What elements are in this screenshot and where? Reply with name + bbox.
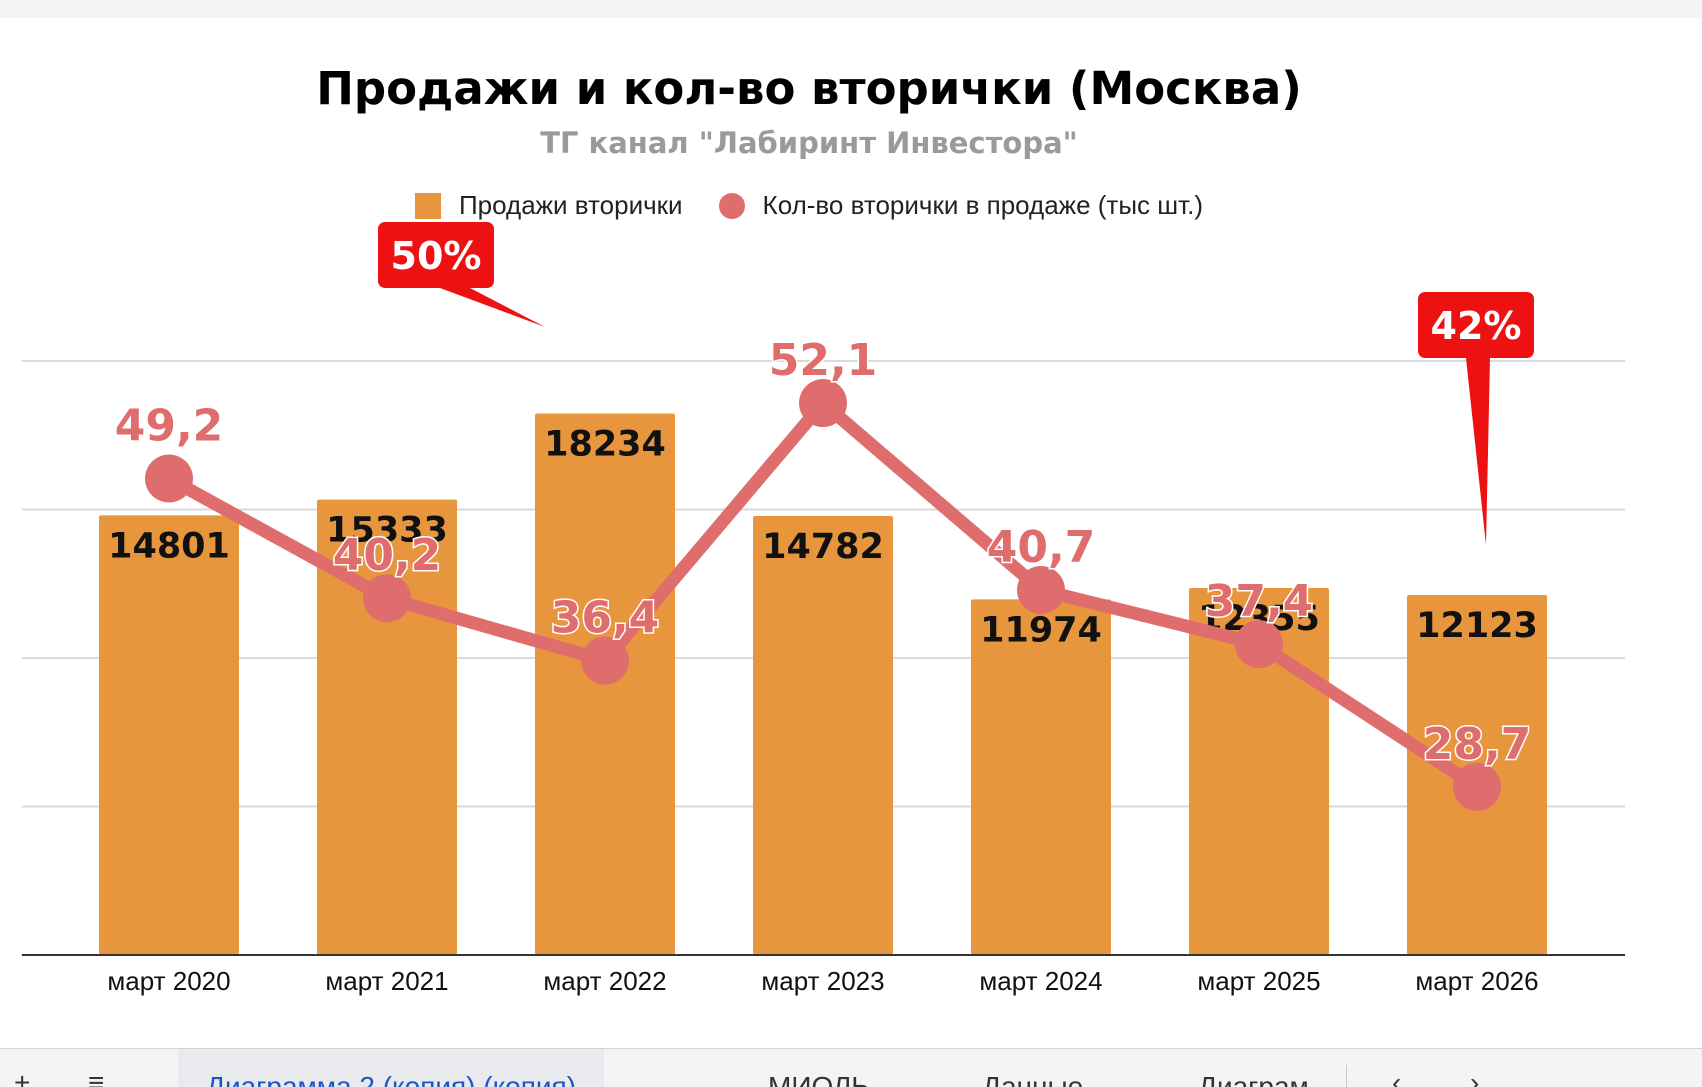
- sheet-tab-active[interactable]: Диаграмма 2 (копия) (копия): [178, 1049, 605, 1087]
- callout-pointer: [440, 288, 545, 327]
- stock-value-label: 28,7: [1423, 719, 1532, 770]
- scroll-left-button[interactable]: ‹: [1392, 1067, 1402, 1087]
- stock-point: [1017, 566, 1065, 615]
- scroll-right-button[interactable]: ›: [1470, 1067, 1480, 1087]
- callout-box: [1418, 292, 1534, 358]
- chart-title: Продажи и кол-во вторички (Москва): [316, 62, 1302, 115]
- sheet-tab-chart[interactable]: Диаграм: [1198, 1071, 1309, 1087]
- legend-swatch-stock: [718, 192, 745, 219]
- stock-point: [1453, 762, 1501, 811]
- x-tick-label: март 2024: [979, 966, 1102, 996]
- stock-value-label: 36,4: [551, 593, 660, 644]
- x-tick-label: март 2022: [543, 966, 666, 996]
- browser-top-strip: [0, 0, 1702, 18]
- sheet-tab-data[interactable]: Данные: [982, 1071, 1084, 1087]
- add-sheet-button[interactable]: +: [14, 1067, 31, 1087]
- chart-legend: Продажи вторички Кол-во вторички в прода…: [0, 190, 1618, 221]
- legend-label-stock: Кол-во вторички в продаже (тыс шт.): [762, 190, 1203, 220]
- sheet-tab-miol[interactable]: МИОЛЬ: [768, 1071, 870, 1087]
- callout-box: [378, 222, 494, 288]
- bar-value-label: 12123: [1416, 606, 1538, 646]
- bar-value-label: 15333: [326, 511, 448, 551]
- stock-value-label: 49,2: [115, 401, 224, 452]
- bar-март-2023: [753, 515, 893, 955]
- all-sheets-button[interactable]: ≡: [88, 1067, 105, 1087]
- callout-pointer: [1466, 358, 1490, 545]
- x-tick-label: март 2020: [107, 966, 230, 996]
- stock-point: [581, 636, 629, 685]
- legend-swatch-sales: [414, 192, 441, 219]
- bar-value-label: 14801: [108, 526, 230, 566]
- stock-value-label: 37,4: [1205, 576, 1314, 627]
- stock-point: [363, 574, 411, 623]
- bar-март-2020: [99, 515, 239, 955]
- x-tick-label: март 2023: [761, 966, 884, 996]
- tab-divider: [1346, 1065, 1347, 1087]
- stock-value-label: 40,2: [333, 530, 442, 581]
- callout-label: 50%: [391, 234, 482, 278]
- stock-point: [1235, 620, 1283, 669]
- bar-value-label: 11974: [980, 610, 1102, 650]
- x-tick-label: март 2026: [1415, 966, 1538, 996]
- stock-value-label: 52,1: [769, 335, 878, 386]
- sheet-tab-bar: + ≡ Диаграмма 2 (копия) (копия) МИОЛЬ Да…: [0, 1048, 1702, 1087]
- stock-point: [799, 379, 847, 428]
- bar-value-label: 14782: [762, 527, 884, 567]
- x-tick-label: март 2021: [325, 966, 448, 996]
- stock-point: [145, 454, 193, 503]
- legend-label-sales: Продажи вторички: [458, 190, 683, 220]
- x-tick-label: март 2025: [1197, 966, 1320, 996]
- legend-item-sales: Продажи вторички: [414, 190, 683, 221]
- bar-март-2024: [971, 599, 1111, 955]
- chart-subtitle: ТГ канал "Лабиринт Инвестора": [540, 126, 1078, 160]
- bar-value-label: 18234: [544, 424, 666, 464]
- bar-март-2025: [1189, 588, 1329, 955]
- callout-label: 42%: [1431, 304, 1522, 348]
- stock-value-label: 40,7: [987, 522, 1096, 573]
- legend-item-stock: Кол-во вторички в продаже (тыс шт.): [718, 190, 1203, 221]
